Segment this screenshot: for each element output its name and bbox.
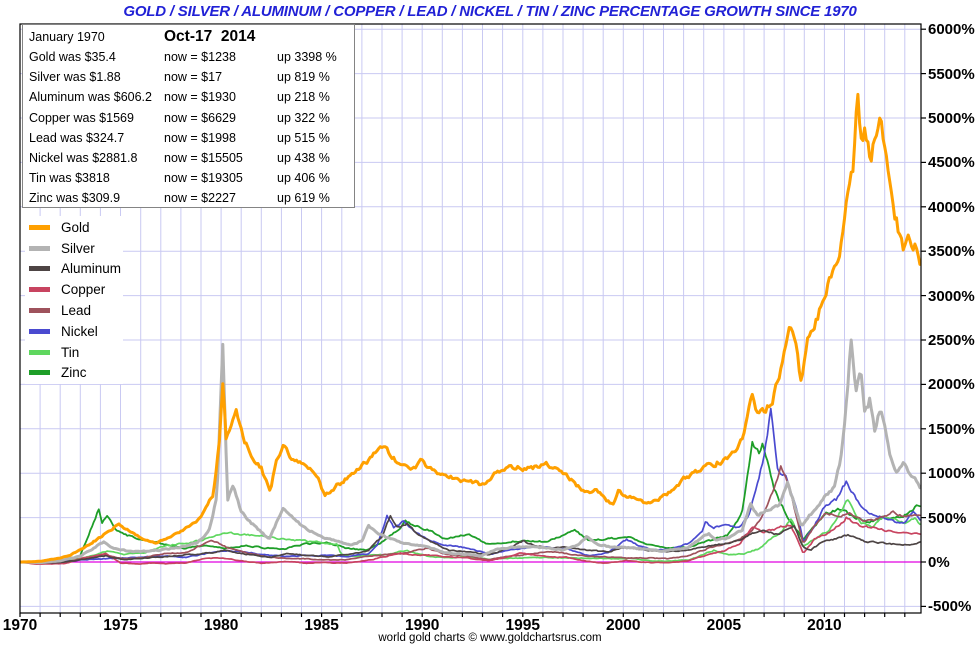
x-axis-label: 1975: [103, 617, 138, 634]
info-was: Gold was $35.4: [29, 50, 116, 64]
chart-title: GOLD / SILVER / ALUMINUM / COPPER / LEAD…: [123, 3, 857, 20]
info-row: Copper was $1569 now = $6629 up 322 %: [23, 108, 354, 128]
info-box-header: January 1970 Oct-17 2014: [23, 25, 354, 47]
legend-label: Gold: [61, 219, 90, 235]
info-up: up 218 %: [277, 90, 330, 105]
legend-label: Lead: [61, 303, 92, 319]
info-up: up 819 %: [277, 70, 330, 85]
info-now: now = $6629: [164, 110, 236, 125]
series-copper: [20, 516, 921, 566]
info-was: Lead was $324.7: [29, 130, 125, 145]
info-was: Tin was $3818: [29, 171, 110, 186]
info-was: Aluminum was $606.2: [29, 90, 152, 105]
legend-label: Tin: [61, 344, 80, 360]
info-now: now = $17: [164, 70, 223, 85]
x-axis-label: 1990: [404, 617, 440, 634]
legend-item-nickel: Nickel: [25, 321, 123, 342]
legend-swatch-icon: [29, 370, 50, 376]
x-axis-label: 1995: [505, 617, 540, 634]
x-axis-label: 1970: [2, 617, 38, 634]
series-lead: [20, 465, 921, 565]
x-axis-label: 2010: [807, 617, 842, 634]
legend-label: Silver: [61, 240, 95, 256]
info-up: up 3398 %: [277, 50, 337, 64]
info-row: Tin was $3818 now = $19305 up 406 %: [23, 168, 354, 188]
y-axis-label: 5500%: [928, 65, 975, 83]
axis-ticks: [19, 28, 926, 617]
info-up: up 406 %: [277, 171, 330, 186]
info-row: Aluminum was $606.2 now = $1930 up 218 %: [23, 87, 354, 107]
y-axis-label: -500%: [928, 598, 972, 616]
info-now: now = $1998: [164, 130, 236, 145]
x-axis-label: 1980: [203, 617, 239, 634]
legend-item-copper: Copper: [25, 279, 123, 300]
series-aluminum: [20, 514, 921, 564]
legend-swatch-icon: [29, 224, 50, 230]
legend-swatch-icon: [29, 349, 50, 355]
series-lines: [20, 92, 921, 566]
y-axis-label: 0%: [928, 554, 950, 571]
y-axis-label: 4500%: [928, 154, 975, 172]
info-was: Silver was $1.88: [29, 70, 121, 85]
info-was: Nickel was $2881.8: [29, 150, 138, 165]
info-now: now = $1930: [164, 90, 236, 105]
y-axis-label: 3000%: [928, 287, 975, 305]
info-now: now = $2227: [164, 191, 236, 206]
legend-item-tin: Tin: [25, 342, 123, 363]
info-up: up 322 %: [277, 110, 330, 125]
x-axis-label: 1985: [304, 617, 339, 634]
x-axis-label: 2000: [606, 617, 641, 634]
legend-label: Copper: [61, 282, 106, 298]
legend: Gold Silver Aluminum Copper Lead Nickel Tin Zin…: [25, 216, 123, 385]
info-up: up 619 %: [277, 191, 330, 206]
legend-label: Aluminum: [61, 261, 122, 277]
info-rows: Gold was $35.4 now = $1238 up 3398 % Silver…: [23, 47, 354, 209]
y-axis-label: 2500%: [928, 332, 975, 349]
series-gold: [20, 92, 921, 564]
legend-swatch-icon: [29, 308, 50, 314]
y-axis-label: 1000%: [928, 465, 975, 483]
y-axis-label: 4000%: [928, 198, 975, 216]
legend-item-lead: Lead: [25, 300, 123, 321]
legend-swatch-icon: [29, 328, 50, 334]
y-axis-label: 6000%: [928, 21, 975, 39]
info-was: Copper was $1569: [29, 110, 134, 125]
plot-frame: [19, 23, 922, 614]
series-silver: [20, 338, 921, 565]
info-now-header: Oct-17 2014: [164, 28, 256, 45]
legend-swatch-icon: [29, 266, 50, 272]
info-now: now = $1238: [164, 50, 236, 64]
y-axis-label: 2000%: [928, 376, 975, 394]
legend-swatch-icon: [29, 287, 50, 293]
info-row: Silver was $1.88 now = $17 up 819 %: [23, 67, 354, 87]
legend-label: Zinc: [61, 365, 87, 381]
y-axis-label: 3500%: [928, 243, 975, 261]
info-up: up 438 %: [277, 150, 330, 165]
info-now: now = $15505: [164, 150, 243, 165]
y-axis-label: 1500%: [928, 420, 975, 438]
legend-item-gold: Gold: [25, 217, 123, 238]
legend-item-aluminum: Aluminum: [25, 259, 123, 280]
x-axis-label: 2005: [706, 617, 742, 634]
info-was: Zinc was $309.9: [29, 191, 121, 206]
y-axis-label: 500%: [928, 509, 967, 527]
info-box: January 1970 Oct-17 2014 Gold was $35.4 n…: [22, 24, 355, 208]
info-up: up 515 %: [277, 130, 330, 145]
info-row: Lead was $324.7 now = $1998 up 515 %: [23, 128, 354, 148]
legend-item-zinc: Zinc: [25, 363, 123, 384]
info-now: now = $19305: [164, 171, 243, 186]
info-row: Gold was $35.4 now = $1238 up 3398 %: [23, 47, 354, 67]
info-row: Zinc was $309.9 now = $2227 up 619 %: [23, 188, 354, 208]
info-then-header: January 1970: [29, 30, 105, 44]
info-row: Nickel was $2881.8 now = $15505 up 438 %: [23, 148, 354, 168]
legend-swatch-icon: [29, 245, 50, 251]
y-axis-label: 5000%: [928, 110, 975, 127]
legend-item-silver: Silver: [25, 238, 123, 259]
legend-label: Nickel: [61, 323, 98, 339]
footer-credit: world gold charts © www.goldchartsrus.co…: [378, 632, 602, 644]
series-tin: [20, 499, 921, 564]
